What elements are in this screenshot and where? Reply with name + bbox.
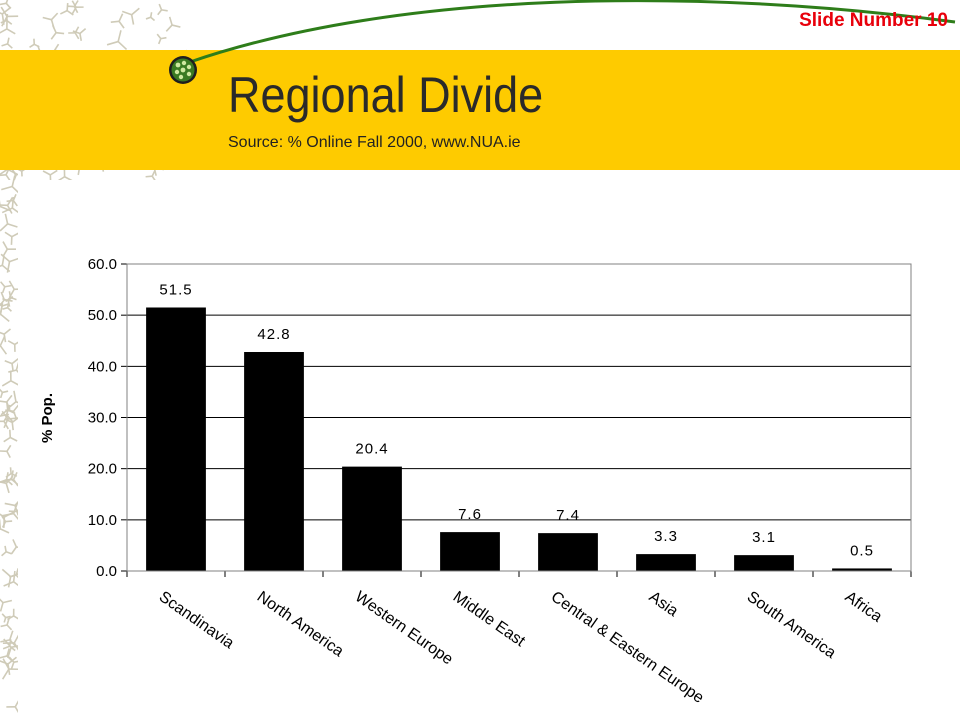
pattern-glyph (0, 335, 8, 355)
pattern-glyph (1, 568, 18, 588)
title-banner (0, 50, 960, 170)
data-label: 7.4 (556, 507, 580, 524)
y-tick-label: 10.0 (88, 512, 117, 529)
x-axis-categories: Scandinavia North America Western EuropeMi… (126, 571, 912, 707)
bars (146, 307, 892, 571)
pattern-glyph (165, 16, 181, 32)
pattern-glyph (1, 545, 13, 557)
pattern-glyph (0, 255, 11, 273)
page-title: Regional Divide (228, 67, 544, 123)
bar (146, 307, 206, 571)
bar (440, 532, 500, 571)
pattern-glyph (0, 401, 16, 416)
x-category-label: Asia (646, 588, 681, 620)
data-label: 3.3 (654, 528, 678, 545)
pattern-glyph (0, 281, 12, 294)
bar (734, 555, 794, 571)
pattern-glyph (0, 444, 12, 459)
pattern-glyph (42, 12, 59, 29)
pattern-glyph (2, 302, 12, 312)
pattern-glyph (0, 511, 15, 528)
pattern-glyph (7, 608, 18, 621)
pattern-glyph (0, 388, 9, 399)
data-label: 42.8 (257, 326, 290, 343)
pattern-glyph (156, 33, 167, 45)
slide-number: Slide Number 10 (799, 10, 948, 31)
pattern-glyph (2, 639, 16, 652)
pattern-glyph (157, 3, 168, 16)
bar (342, 466, 402, 571)
pattern-glyph (1, 613, 11, 623)
pattern-glyph (7, 340, 18, 352)
x-category-label: Middle East (450, 588, 529, 650)
pattern-glyph (72, 28, 87, 41)
x-category-label: Africa (842, 588, 885, 625)
bar (636, 554, 696, 571)
pattern-glyph (8, 656, 18, 670)
bar (244, 352, 304, 571)
source-subtitle: Source: % Online Fall 2000, www.NUA.ie (228, 134, 521, 151)
pattern-glyph (0, 598, 13, 612)
data-label: 20.4 (355, 441, 388, 458)
pattern-glyph (0, 519, 10, 534)
green-dot-bullet-icon (169, 56, 197, 84)
data-labels: 51.5 42.8 20.4 7.6 7.4 3.3 3.1 0.5 (159, 281, 874, 559)
pattern-glyph (0, 328, 11, 343)
bar (832, 568, 892, 571)
pattern-glyph (4, 358, 18, 372)
plot-area-border (126, 263, 912, 572)
pattern-glyph (0, 291, 13, 307)
green-swoosh-decoration (189, 0, 956, 64)
y-tick-label: 60.0 (88, 256, 117, 273)
x-category-label: South America (744, 588, 839, 662)
pattern-glyph (121, 7, 140, 25)
data-label: 51.5 (159, 281, 192, 298)
data-label: 3.1 (752, 529, 776, 546)
pattern-glyph (4, 231, 18, 245)
y-tick-label: 50.0 (88, 307, 117, 324)
x-category-label: Western Europe (352, 588, 456, 668)
pattern-glyph (0, 302, 9, 313)
x-category-label: Central & Eastern Europe (548, 588, 707, 707)
pattern-glyph (10, 539, 18, 555)
y-tick-label: 0.0 (96, 563, 117, 580)
pattern-glyph (0, 472, 13, 486)
pattern-glyph (1, 658, 18, 680)
bar (538, 533, 598, 571)
x-category-label: Scandinavia (156, 588, 237, 652)
left-pattern-strip (0, 6, 18, 713)
y-tick-label: 20.0 (88, 461, 117, 478)
pattern-glyph (0, 19, 16, 35)
pattern-glyph (110, 13, 125, 29)
pattern-glyph (0, 618, 13, 631)
pattern-glyph (1, 196, 18, 214)
pattern-glyph (3, 429, 18, 443)
pattern-glyph (0, 6, 19, 27)
pattern-glyph (6, 700, 18, 713)
pattern-glyph (145, 169, 156, 180)
y-axis-title: % Pop. (39, 393, 56, 443)
pattern-glyph (3, 570, 18, 587)
pattern-glyph (106, 30, 128, 51)
pattern-glyph (145, 12, 156, 22)
pattern-glyph (8, 508, 18, 515)
y-tick-label: 30.0 (88, 410, 117, 427)
bar-chart: 51.5 42.8 20.4 7.6 7.4 3.3 3.1 0.5 0.0 10.0 20.0 3… (39, 256, 912, 707)
data-label: 0.5 (850, 542, 874, 559)
pattern-glyph (4, 500, 18, 516)
pattern-glyph (67, 0, 79, 14)
y-tick-label: 40.0 (88, 358, 117, 375)
pattern-glyph (1, 37, 13, 49)
pattern-glyph (42, 169, 58, 180)
x-category-label: North America (254, 588, 347, 660)
data-label: 7.6 (458, 506, 482, 523)
pattern-glyph (0, 213, 18, 232)
pattern-glyph (0, 0, 12, 9)
pattern-glyph (1, 370, 18, 387)
